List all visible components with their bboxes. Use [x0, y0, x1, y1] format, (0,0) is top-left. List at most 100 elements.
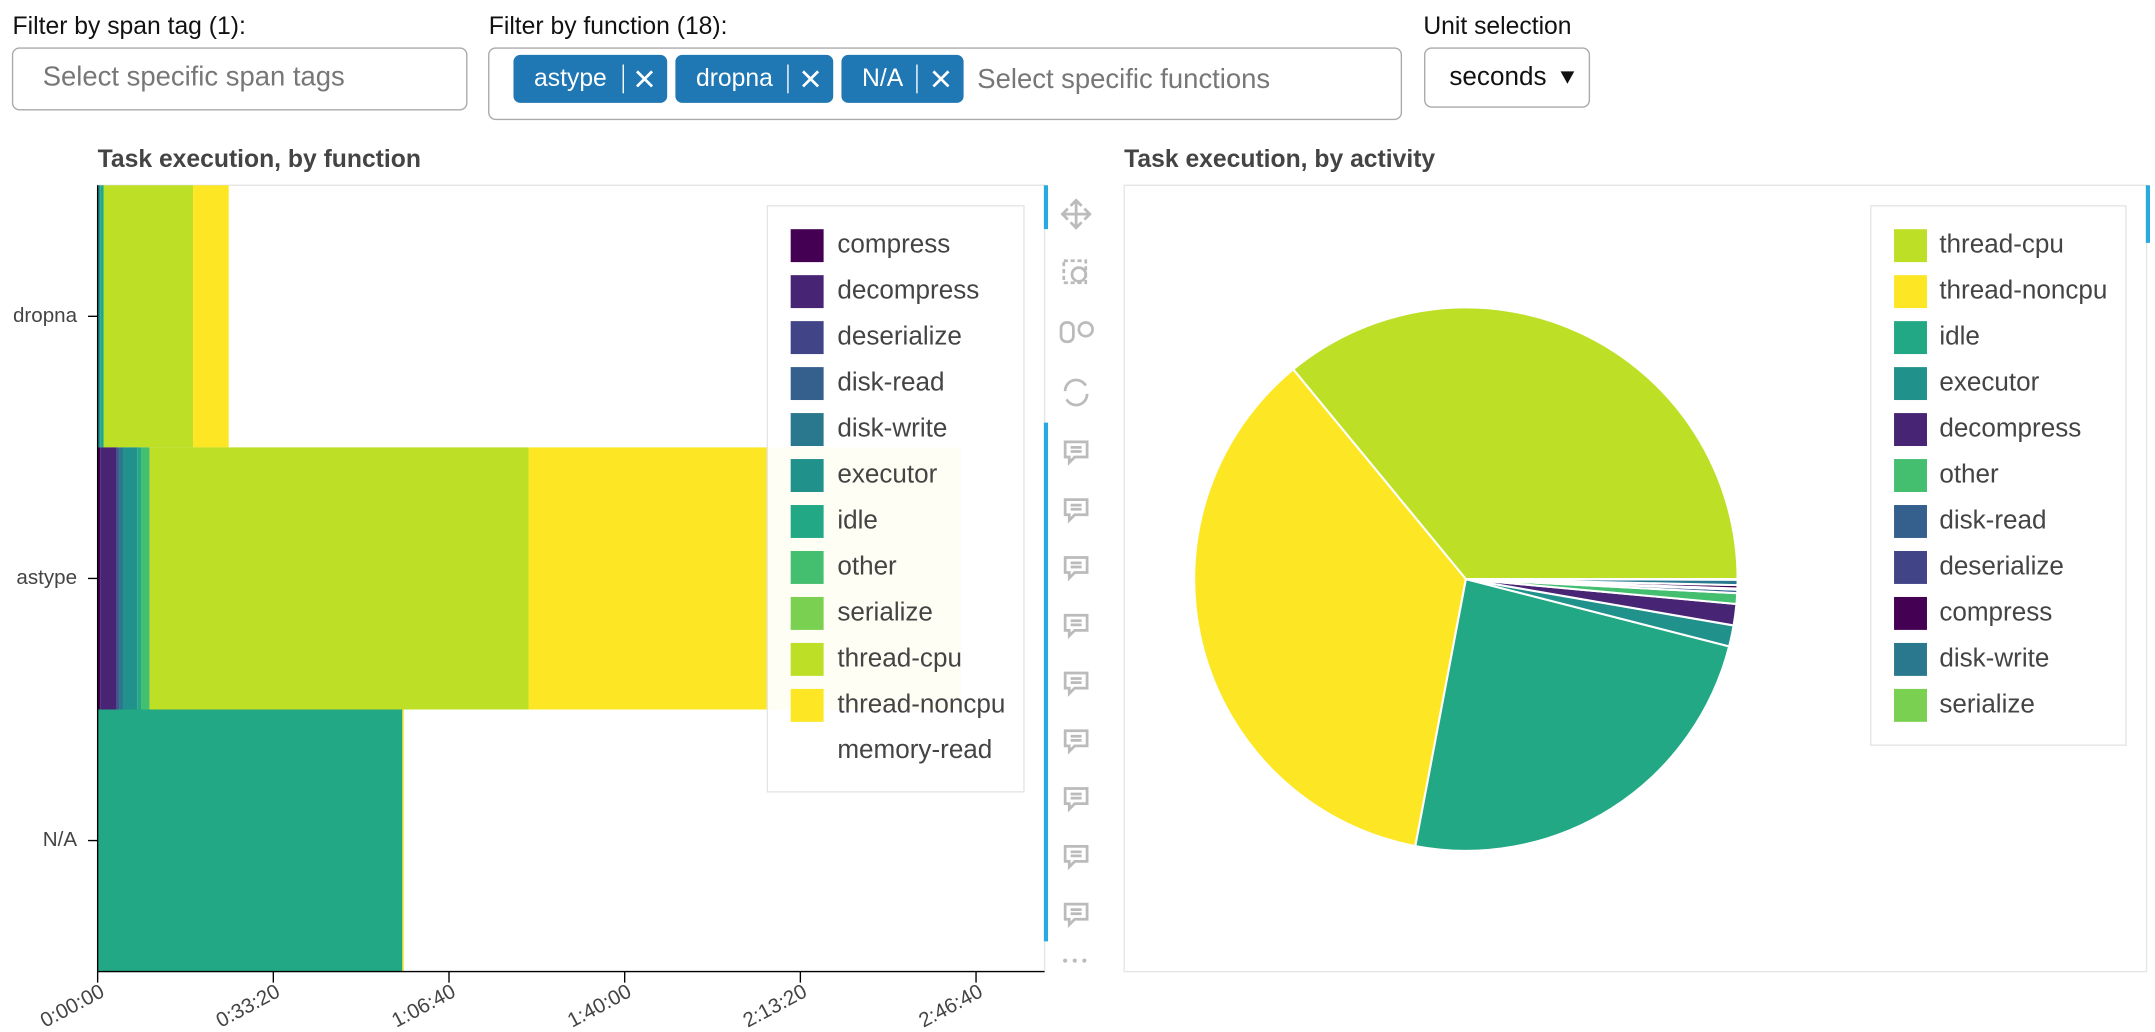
- tag-bg: [513, 54, 668, 103]
- bar-segment: [116, 447, 120, 710]
- tag-remove[interactable]: [802, 70, 820, 88]
- wheel-zoom-tool[interactable]: [1059, 321, 1094, 344]
- legend-label: thread-cpu: [837, 642, 962, 672]
- bar-segment: [100, 185, 104, 448]
- legend-swatch: [1894, 321, 1927, 355]
- chart-title: Task execution, by activity: [1124, 146, 1435, 173]
- legend-label: executor: [1939, 366, 2039, 396]
- span-filter-placeholder: Select specific span tags: [43, 60, 345, 91]
- legend-label: compress: [837, 229, 950, 259]
- tag-text: astype: [534, 65, 607, 92]
- bar-segment: [123, 447, 138, 710]
- bar-segment: [193, 185, 229, 448]
- legend-label: deserialize: [837, 320, 962, 350]
- legend-swatch: [1894, 505, 1927, 538]
- legend-swatch: [1894, 596, 1927, 630]
- legend-swatch: [1894, 275, 1927, 309]
- tag[interactable]: astype: [513, 54, 668, 103]
- hover-icon: [1063, 556, 1089, 582]
- hover-tool[interactable]: [1063, 440, 1089, 466]
- legend-label: executor: [837, 458, 937, 488]
- reset-tool[interactable]: [1063, 378, 1089, 407]
- x-tick-label: 1:40:00: [564, 980, 635, 1032]
- hover-tool[interactable]: [1063, 729, 1089, 755]
- legend-label: disk-write: [837, 412, 947, 442]
- legend-label: thread-cpu: [1939, 229, 2064, 259]
- legend-swatch: [790, 413, 824, 447]
- legend-label: serialize: [1939, 688, 2035, 718]
- legend-label: serialize: [837, 596, 933, 626]
- hover-icon: [1063, 787, 1089, 813]
- bar-segment: [103, 185, 194, 448]
- legend-swatch: [1894, 459, 1927, 492]
- pie-slice: [1193, 367, 1467, 848]
- tag[interactable]: dropna: [675, 54, 834, 103]
- legend-label: decompress: [837, 275, 979, 305]
- x-tick-label: 2:13:20: [739, 980, 810, 1032]
- legend-label: memory-read: [837, 734, 992, 764]
- hover-icon: [1063, 902, 1089, 928]
- hover-tool[interactable]: [1063, 671, 1089, 697]
- unit-label: Unit selection: [1423, 13, 1571, 40]
- pie-slice: [1414, 577, 1731, 852]
- hover-tool[interactable]: [1063, 613, 1089, 640]
- x-tick-label: 0:33:20: [212, 980, 283, 1032]
- hover-icon: [1063, 613, 1089, 640]
- hover-icon: [1063, 729, 1089, 755]
- span-filter-input[interactable]: [11, 47, 468, 111]
- legend-swatch: [790, 642, 824, 676]
- chart-title: Task execution, by function: [98, 146, 421, 173]
- legend-label: disk-read: [837, 366, 944, 396]
- dropdown-arrow: [1560, 71, 1575, 84]
- bar-segment: [402, 709, 404, 972]
- tag-bg: [841, 54, 964, 103]
- legend-label: other: [1939, 458, 1999, 488]
- legend-label: disk-write: [1939, 642, 2049, 672]
- bar-segment: [97, 185, 101, 448]
- legend-swatch: [1894, 413, 1927, 447]
- legend-swatch: [790, 367, 824, 401]
- hover-icon: [1063, 498, 1089, 524]
- tag-remove[interactable]: [932, 70, 950, 88]
- tag-remove[interactable]: [636, 70, 654, 88]
- legend-swatch: [1894, 229, 1927, 263]
- legend-label: thread-noncpu: [1939, 275, 2107, 305]
- legend-swatch: [790, 505, 824, 538]
- toolbar: [1059, 198, 1094, 963]
- legend-label: other: [837, 550, 897, 580]
- legend-label: decompress: [1939, 412, 2081, 442]
- legend-label: deserialize: [1939, 550, 2064, 580]
- legend-label: thread-noncpu: [837, 688, 1005, 718]
- function-filter-placeholder: Select specific functions: [977, 63, 1270, 94]
- span-filter-label: Filter by span tag (1):: [13, 13, 246, 40]
- legend-swatch: [790, 688, 824, 722]
- legend-swatch: [1894, 642, 1927, 676]
- hover-icon: [1063, 844, 1089, 871]
- legend-swatch: [790, 550, 824, 584]
- hover-tool[interactable]: [1063, 498, 1089, 524]
- legend-swatch: [1894, 550, 1927, 584]
- tag-text: N/A: [862, 65, 904, 92]
- bar-segment: [119, 447, 124, 710]
- pan-tool[interactable]: [1060, 198, 1092, 230]
- legend-label: disk-read: [1939, 504, 2046, 534]
- legend-swatch: [1894, 367, 1927, 401]
- zoom-tool[interactable]: [1062, 259, 1088, 285]
- unit-select[interactable]: [1424, 47, 1591, 108]
- legend-swatch: [790, 459, 824, 492]
- tag[interactable]: N/A: [841, 54, 964, 103]
- y-tick-label: N/A: [43, 828, 78, 851]
- x-tick-label: 0:00:00: [37, 980, 108, 1032]
- x-tick-label: 2:46:40: [915, 980, 986, 1032]
- legend-label: idle: [1939, 320, 1980, 350]
- hover-tool[interactable]: [1063, 844, 1089, 871]
- legend-swatch: [790, 275, 824, 309]
- pie-slice: [1465, 578, 1739, 581]
- x-tick-label: 1:06:40: [388, 980, 459, 1032]
- hover-tool[interactable]: [1063, 556, 1089, 582]
- legend-label: idle: [837, 504, 878, 534]
- bar-segment: [149, 447, 529, 710]
- hover-tool[interactable]: [1063, 787, 1089, 813]
- hover-tool[interactable]: [1063, 902, 1089, 928]
